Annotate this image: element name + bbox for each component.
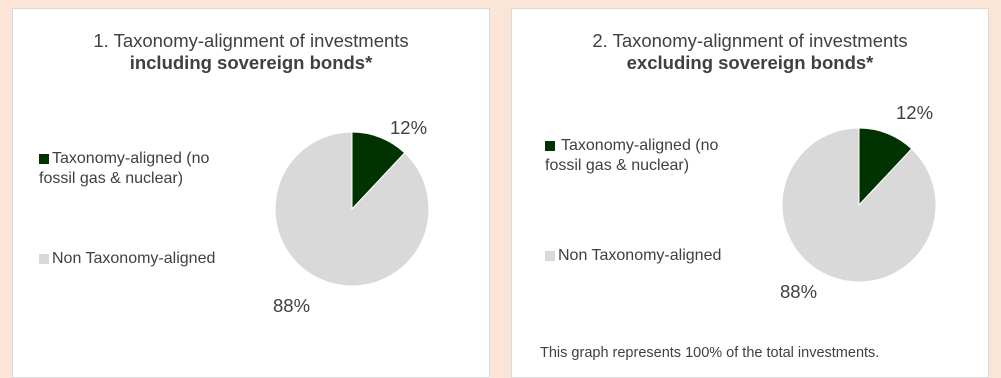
- legend-swatch-taxonomy-aligned: [39, 154, 49, 164]
- chart-title-line: 1. Taxonomy-alignment of investments: [93, 30, 409, 51]
- legend-label-line2: fossil gas & nuclear): [39, 170, 184, 187]
- chart-panel-excluding-sovereign-bonds: 2. Taxonomy-alignment of investments exc…: [511, 8, 989, 378]
- pie-slice-non-taxonomy-aligned: [781, 127, 937, 283]
- data-label-taxonomy-aligned: 12%: [896, 102, 934, 123]
- legend-label-non-taxonomy-aligned: Non Taxonomy-aligned: [558, 247, 722, 264]
- legend-label-taxonomy-aligned: Taxonomy-aligned (no fossil gas & nuclea…: [545, 136, 718, 176]
- legend-swatch-taxonomy-aligned: [545, 141, 555, 151]
- legend-item-non-taxonomy-aligned: Non Taxonomy-aligned: [545, 246, 721, 266]
- data-label-taxonomy-aligned: 12%: [390, 117, 428, 138]
- legend-label-non-taxonomy-aligned: Non Taxonomy-aligned: [52, 250, 216, 267]
- chart-subtitle: including sovereign bonds*: [129, 52, 373, 73]
- legend-label-line1: Taxonomy-aligned (no: [561, 137, 719, 154]
- legend-label-taxonomy-aligned: Taxonomy-aligned (no fossil gas & nuclea…: [39, 149, 209, 189]
- legend-label-line2: fossil gas & nuclear): [545, 157, 690, 174]
- pie-slice-non-taxonomy-aligned: [274, 131, 430, 287]
- chart-title: 2. Taxonomy-alignment of investments exc…: [512, 30, 988, 74]
- pie-chart-excluding: [781, 127, 937, 283]
- chart-panel-including-sovereign-bonds: 1. Taxonomy-alignment of investments inc…: [12, 8, 490, 378]
- legend-swatch-non-taxonomy-aligned: [39, 254, 49, 264]
- data-label-non-taxonomy-aligned: 88%: [780, 281, 818, 302]
- legend-item-taxonomy-aligned: Taxonomy-aligned (no fossil gas & nuclea…: [545, 136, 718, 176]
- legend-swatch-non-taxonomy-aligned: [545, 251, 555, 261]
- pie-chart-including: [274, 131, 430, 287]
- legend-item-non-taxonomy-aligned: Non Taxonomy-aligned: [39, 249, 215, 269]
- chart-subtitle: excluding sovereign bonds*: [626, 52, 874, 73]
- chart-title-line: 2. Taxonomy-alignment of investments: [592, 30, 908, 51]
- data-label-non-taxonomy-aligned: 88%: [273, 295, 311, 316]
- legend-label-line1: Taxonomy-aligned (no: [52, 150, 210, 167]
- footnote: This graph represents 100% of the total …: [540, 345, 880, 361]
- chart-title: 1. Taxonomy-alignment of investments inc…: [13, 30, 489, 74]
- legend-item-taxonomy-aligned: Taxonomy-aligned (no fossil gas & nuclea…: [39, 149, 209, 189]
